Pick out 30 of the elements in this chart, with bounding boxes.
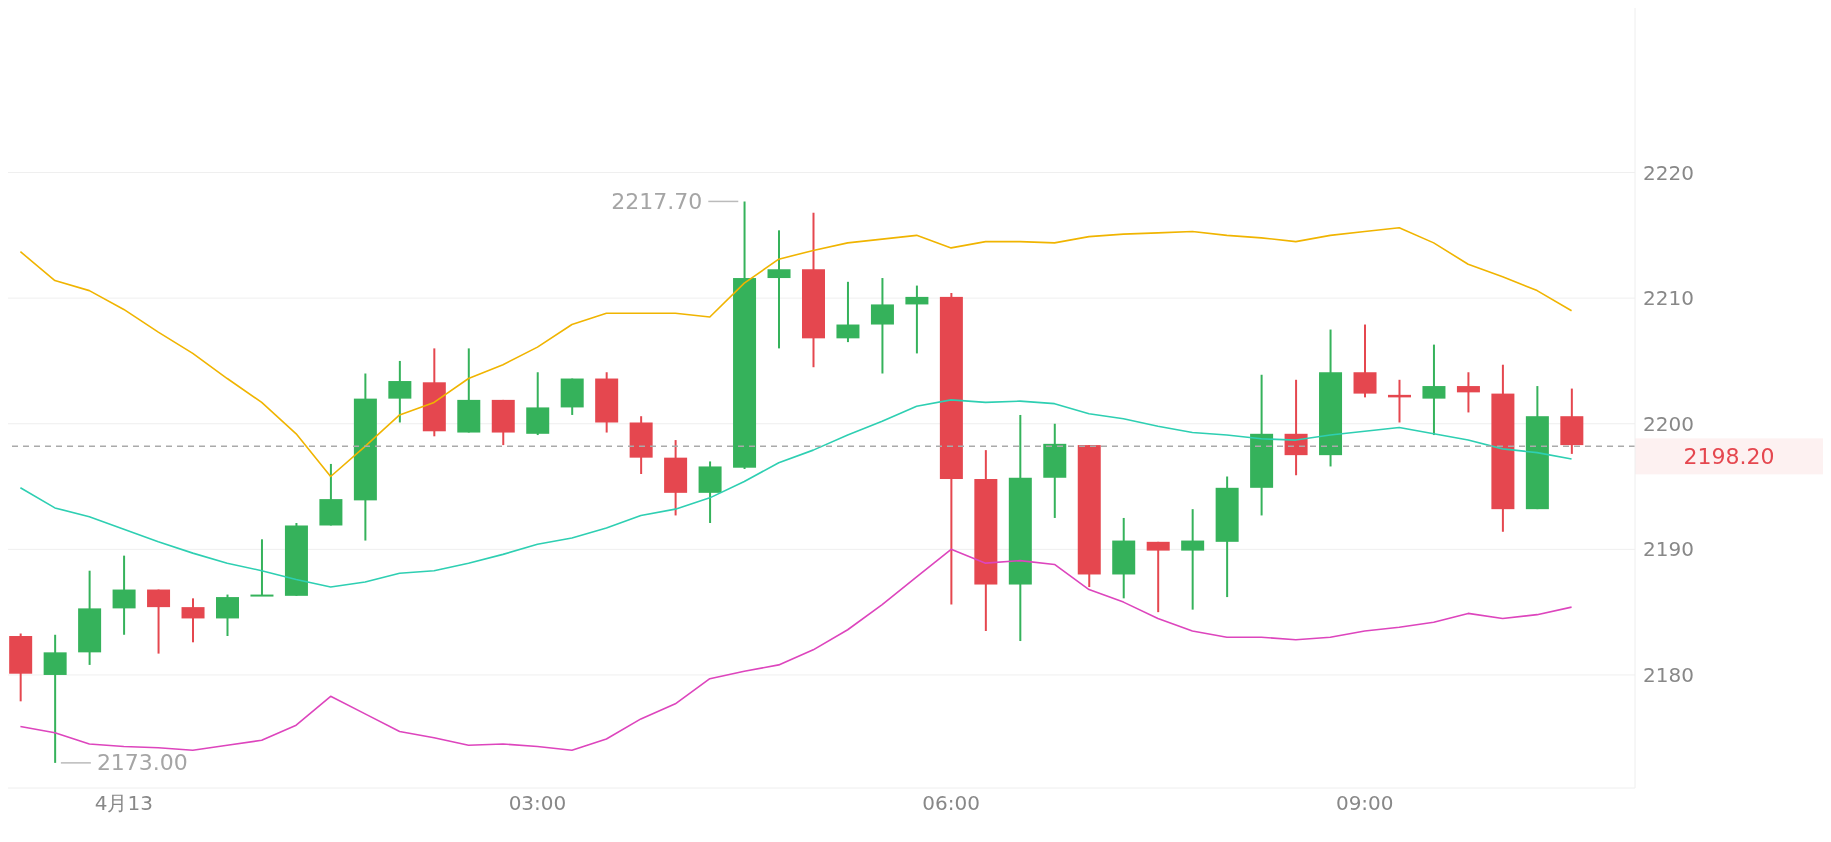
candlestick [388, 359, 412, 424]
candlestick [905, 284, 929, 355]
candlestick [112, 554, 136, 636]
candlestick [1456, 371, 1480, 414]
candlestick [250, 538, 274, 597]
x-tick-label: 4月13 [94, 791, 153, 816]
candlestick [216, 593, 239, 638]
x-tick-label: 03:00 [508, 791, 567, 816]
annotation: 2217.70 [611, 188, 703, 214]
annotation: 2173.00 [96, 750, 188, 776]
ref-line-label: 2198.20 [1683, 443, 1775, 469]
candlestick [767, 229, 791, 350]
candlestick [147, 588, 171, 655]
candlestick [1181, 508, 1205, 611]
candlestick [1353, 323, 1377, 399]
line-series [19, 227, 1573, 478]
line-series [19, 399, 1573, 588]
candlestick [181, 597, 205, 644]
x-tick-label: 06:00 [922, 791, 980, 816]
y-tick-label: 2210 [1643, 286, 1694, 311]
y-tick-label: 2190 [1643, 537, 1694, 562]
candlestick [1146, 540, 1170, 614]
y-tick-label: 2180 [1643, 663, 1694, 688]
candlestick [836, 280, 860, 344]
y-tick-label: 2220 [1643, 160, 1694, 185]
candlestick [870, 277, 894, 375]
x-tick-label: 09:00 [1335, 791, 1394, 816]
line-series [19, 548, 1573, 752]
candlestick [43, 633, 67, 764]
y-tick-label: 2200 [1643, 411, 1694, 436]
